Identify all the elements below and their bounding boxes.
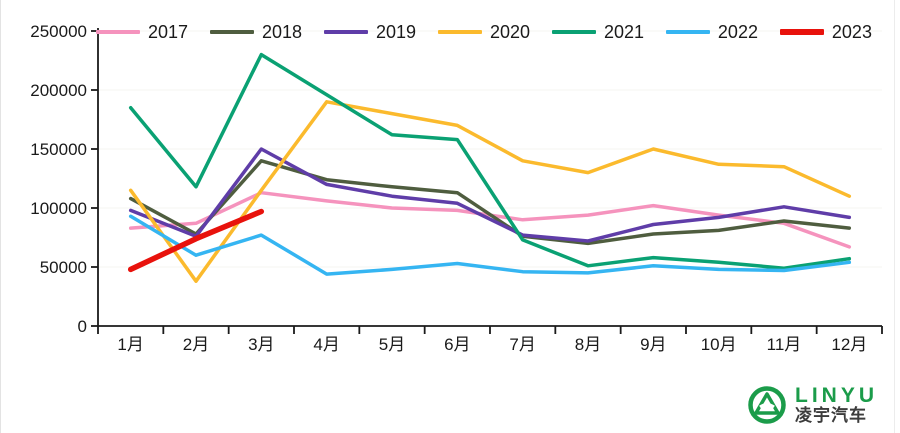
legend-item-2023: 2023 bbox=[779, 22, 872, 42]
legend: 2017 2018 2019 2020 2021 2022 2023 bbox=[96, 20, 872, 44]
legend-swatch-2017 bbox=[96, 30, 140, 34]
brand-logo: LINYU 凌宇汽车 bbox=[747, 384, 878, 426]
legend-label-2022: 2022 bbox=[717, 22, 758, 42]
legend-label-2021: 2021 bbox=[603, 22, 644, 42]
legend-item-2020: 2020 bbox=[437, 22, 530, 42]
x-tick-label-5: 5月 bbox=[379, 335, 405, 354]
series-line-2020 bbox=[128, 100, 852, 283]
legend-swatch-2020 bbox=[437, 30, 482, 34]
x-tick-label-1: 1月 bbox=[117, 335, 143, 354]
series-line-2023 bbox=[127, 208, 265, 273]
x-tick-label-12: 12月 bbox=[831, 335, 867, 354]
legend-item-2017: 2017 bbox=[96, 23, 188, 41]
page-edge-divider bbox=[894, 0, 895, 433]
x-tick-label-8: 8月 bbox=[575, 335, 601, 354]
legend-swatch-2021 bbox=[551, 30, 596, 34]
y-tick-label-250000: 250000 bbox=[30, 22, 87, 41]
series-line-2018 bbox=[128, 159, 852, 246]
legend-item-2021: 2021 bbox=[551, 22, 644, 42]
y-tick-label-0: 0 bbox=[78, 317, 87, 336]
legend-label-2020: 2020 bbox=[489, 22, 530, 42]
series-line-2022 bbox=[128, 214, 852, 276]
series-line-2021 bbox=[128, 52, 852, 270]
legend-swatch-2023 bbox=[779, 29, 824, 35]
legend-label-2017: 2017 bbox=[148, 22, 189, 42]
brand-subtitle: 凌宇汽车 bbox=[795, 406, 867, 426]
brand-logo-text: LINYU 凌宇汽车 bbox=[795, 384, 878, 426]
x-tick-label-10: 10月 bbox=[701, 335, 737, 354]
x-tick-label-7: 7月 bbox=[509, 335, 535, 354]
x-tick-label-6: 6月 bbox=[444, 335, 470, 354]
legend-label-2019: 2019 bbox=[375, 22, 417, 42]
legend-item-2018: 2018 bbox=[209, 22, 303, 42]
x-tick-label-3: 3月 bbox=[248, 335, 274, 354]
legend-item-2022: 2022 bbox=[665, 22, 758, 42]
y-tick-label-50000: 50000 bbox=[40, 258, 87, 277]
x-tick-label-11: 11月 bbox=[767, 335, 802, 354]
brand-name: LINYU bbox=[795, 384, 878, 408]
legend-label-2023: 2023 bbox=[831, 22, 872, 42]
x-tick-label-2: 2月 bbox=[183, 335, 209, 354]
legend-item-2019: 2019 bbox=[323, 22, 417, 42]
legend-swatch-2018 bbox=[209, 30, 254, 34]
legend-swatch-2019 bbox=[323, 30, 368, 34]
x-tick-label-4: 4月 bbox=[313, 335, 339, 354]
legend-label-2018: 2018 bbox=[261, 22, 303, 42]
legend-swatch-2022 bbox=[665, 30, 710, 34]
y-tick-label-100000: 100000 bbox=[30, 199, 87, 218]
linyu-emblem-icon bbox=[748, 386, 786, 424]
x-tick-label-9: 9月 bbox=[640, 335, 666, 354]
y-tick-label-150000: 150000 bbox=[30, 140, 87, 159]
series-line-2019 bbox=[128, 147, 852, 243]
y-tick-label-200000: 200000 bbox=[30, 81, 87, 100]
